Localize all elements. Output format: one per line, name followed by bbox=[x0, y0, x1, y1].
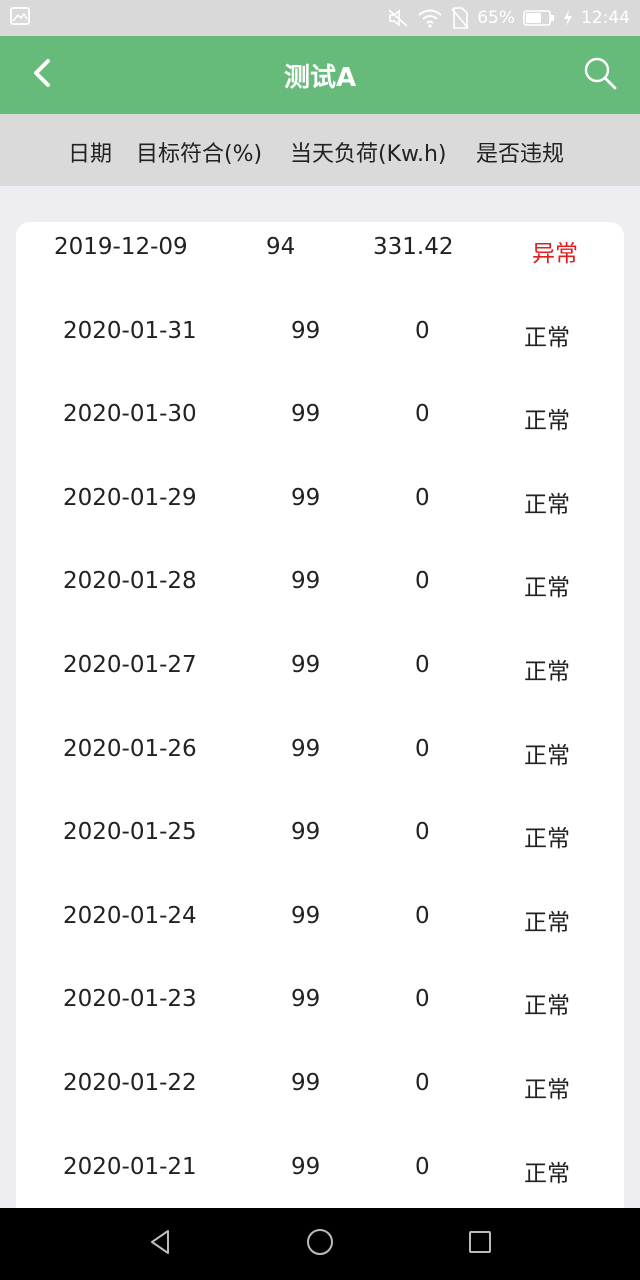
row-target: 99 bbox=[291, 652, 321, 678]
header-date: 日期 bbox=[68, 142, 113, 167]
row-target: 99 bbox=[291, 1153, 321, 1180]
row-status: 正常 bbox=[524, 659, 570, 685]
row-status: 正常 bbox=[524, 575, 570, 602]
table-row[interactable]: 2020-01-30 99 0 正常 bbox=[16, 389, 624, 472]
chevron-left-icon bbox=[32, 58, 52, 92]
battery-icon bbox=[523, 9, 555, 27]
row-date: 2020-01-24 bbox=[63, 902, 197, 929]
row-date: 2020-01-31 bbox=[63, 317, 197, 344]
back-triangle-icon bbox=[146, 1228, 174, 1260]
row-status: 正常 bbox=[524, 324, 570, 351]
back-button[interactable] bbox=[22, 54, 62, 96]
row-target: 94 bbox=[266, 234, 296, 260]
row-target: 99 bbox=[291, 986, 321, 1013]
row-target: 99 bbox=[291, 902, 321, 929]
header-target: 目标符合(%) bbox=[136, 142, 263, 167]
search-icon bbox=[583, 56, 617, 94]
table-row[interactable]: 2020-01-25 99 0 正常 bbox=[16, 807, 624, 890]
table-row[interactable]: 2020-01-31 99 0 正常 bbox=[16, 306, 624, 389]
row-status: 正常 bbox=[524, 491, 570, 518]
row-target: 99 bbox=[291, 484, 321, 511]
row-date: 2020-01-21 bbox=[63, 1153, 197, 1180]
clock: 12:44 bbox=[581, 8, 630, 28]
row-load: 0 bbox=[415, 317, 430, 344]
row-date: 2020-01-28 bbox=[63, 568, 197, 595]
row-target: 99 bbox=[291, 568, 321, 595]
row-status: 正常 bbox=[524, 993, 570, 1020]
row-load: 0 bbox=[415, 401, 430, 428]
row-status: 正常 bbox=[524, 408, 570, 435]
table-header: 日期 目标符合(%) 当天负荷(Kw.h) 是否违规 bbox=[0, 114, 640, 186]
table-row[interactable]: 2020-01-23 99 0 正常 bbox=[16, 974, 624, 1057]
row-status: 正常 bbox=[524, 1077, 570, 1103]
table-row[interactable]: 2020-01-28 99 0 正常 bbox=[16, 556, 624, 639]
row-status: 正常 bbox=[524, 742, 570, 769]
row-load: 0 bbox=[415, 735, 430, 762]
table-row[interactable]: 2020-01-29 99 0 正常 bbox=[16, 473, 624, 556]
row-date: 2020-01-25 bbox=[63, 819, 197, 846]
table-row[interactable]: 2020-01-21 99 0 正常 bbox=[16, 1142, 624, 1222]
row-load: 0 bbox=[415, 819, 430, 846]
row-status: 正常 bbox=[524, 909, 570, 936]
table-row[interactable]: 2020-01-24 99 0 正常 bbox=[16, 891, 624, 974]
row-target: 99 bbox=[291, 735, 321, 762]
row-date: 2020-01-30 bbox=[63, 401, 197, 428]
row-date: 2020-01-23 bbox=[63, 986, 197, 1013]
records-list[interactable]: 2019-12-09 94 331.42 异常 2020-01-31 99 0 正常 2020-… bbox=[16, 222, 624, 1222]
header-violation: 是否违规 bbox=[476, 142, 565, 167]
row-date: 2020-01-29 bbox=[63, 484, 197, 511]
battery-percent: 65% bbox=[477, 8, 515, 28]
row-target: 99 bbox=[291, 317, 321, 344]
status-bar: 65% 12:44 bbox=[0, 0, 640, 36]
app-bar: 测试A bbox=[0, 36, 640, 114]
table-row[interactable]: 2020-01-22 99 0 正常 bbox=[16, 1058, 624, 1141]
wifi-icon bbox=[417, 8, 443, 28]
row-date: 2020-01-22 bbox=[63, 1070, 197, 1096]
row-date: 2020-01-26 bbox=[63, 735, 197, 762]
no-sim-icon bbox=[451, 7, 469, 29]
search-button[interactable] bbox=[578, 54, 622, 96]
row-load: 0 bbox=[415, 1070, 430, 1096]
row-status: 正常 bbox=[524, 826, 570, 853]
table-row[interactable]: 2020-01-27 99 0 正常 bbox=[16, 640, 624, 723]
row-load: 0 bbox=[415, 568, 430, 595]
row-date: 2020-01-27 bbox=[63, 652, 197, 678]
nav-home-button[interactable] bbox=[302, 1226, 338, 1262]
row-date: 2019-12-09 bbox=[54, 234, 188, 260]
row-load: 0 bbox=[415, 484, 430, 511]
charging-icon bbox=[563, 9, 573, 27]
nav-recents-button[interactable] bbox=[462, 1226, 498, 1262]
row-load: 0 bbox=[415, 986, 430, 1013]
nav-back-button[interactable] bbox=[142, 1226, 178, 1262]
row-target: 99 bbox=[291, 819, 321, 846]
navigation-bar bbox=[0, 1208, 640, 1280]
gallery-icon bbox=[10, 6, 30, 30]
row-target: 99 bbox=[291, 401, 321, 428]
row-status: 异常 bbox=[532, 241, 578, 267]
row-load: 0 bbox=[415, 1153, 430, 1180]
row-load: 0 bbox=[415, 902, 430, 929]
row-status: 正常 bbox=[524, 1160, 570, 1187]
row-load: 331.42 bbox=[373, 234, 454, 260]
row-load: 0 bbox=[415, 652, 430, 678]
mute-icon bbox=[387, 8, 409, 28]
header-load: 当天负荷(Kw.h) bbox=[290, 142, 447, 167]
recents-square-icon bbox=[466, 1228, 494, 1260]
table-row[interactable]: 2019-12-09 94 331.42 异常 bbox=[16, 222, 624, 305]
table-row[interactable]: 2020-01-26 99 0 正常 bbox=[16, 724, 624, 807]
home-circle-icon bbox=[305, 1227, 335, 1261]
page-title: 测试A bbox=[283, 62, 357, 93]
row-target: 99 bbox=[291, 1070, 321, 1096]
